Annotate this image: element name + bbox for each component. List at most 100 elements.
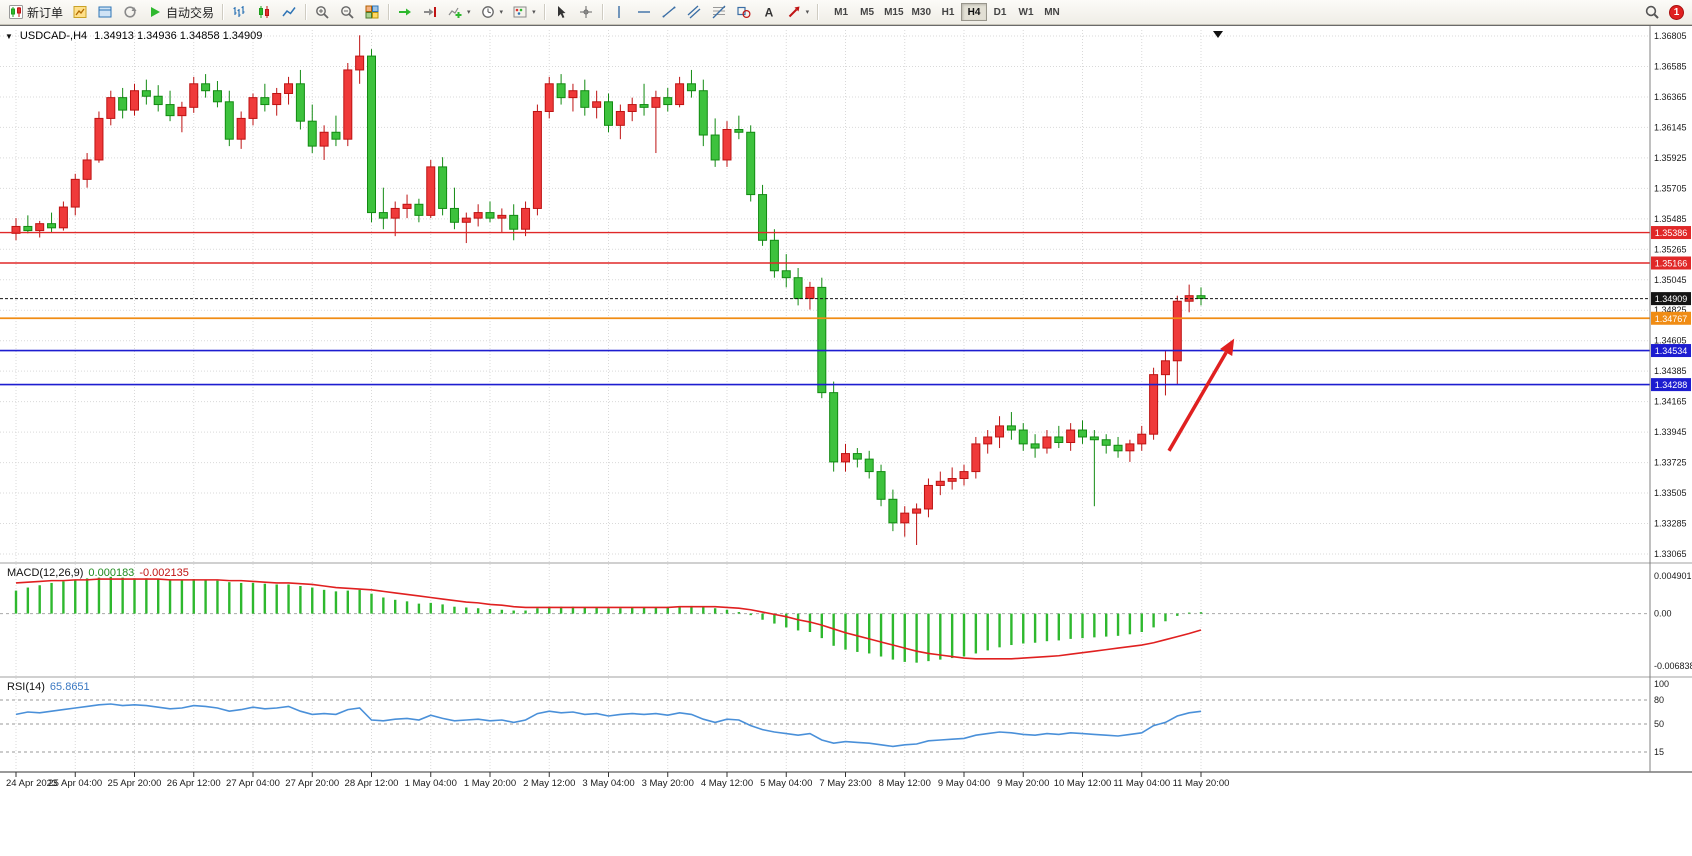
svg-text:8 May 12:00: 8 May 12:00 <box>879 778 931 789</box>
zoom-out-button[interactable] <box>335 2 359 23</box>
collapse-panel-icon[interactable]: ▼ <box>5 31 13 41</box>
shift-icon <box>422 4 438 20</box>
arrow-objects-button[interactable]: ▾ <box>782 2 814 23</box>
search-icon <box>1644 4 1660 20</box>
svg-text:1.34825: 1.34825 <box>1654 305 1687 315</box>
timeframe-mn-button[interactable]: MN <box>1044 6 1060 18</box>
cursor-button[interactable] <box>549 2 573 23</box>
new-chart-button[interactable] <box>68 2 92 23</box>
chart-canvas[interactable]: 1.36805 1.36585 1.36365 1.36145 1.35925 1.357… <box>0 26 1692 856</box>
profiles-icon <box>97 4 113 20</box>
svg-text:1.35705: 1.35705 <box>1654 183 1687 193</box>
rsi-caption: RSI(14) 65.8651 <box>7 681 90 693</box>
chevron-down-icon: ▾ <box>532 9 536 16</box>
macd-main-value: 0.000183 <box>88 567 135 579</box>
timeframe-h1-button[interactable]: H1 <box>941 6 955 18</box>
shapes-icon <box>736 4 752 20</box>
zoom-in-button[interactable] <box>310 2 334 23</box>
svg-text:24 Apr 2023: 24 Apr 2023 <box>6 778 57 789</box>
svg-text:1.34165: 1.34165 <box>1654 397 1687 407</box>
timeframe-m1-button[interactable]: M1 <box>834 6 849 18</box>
equidistant-channel-button[interactable] <box>682 2 706 23</box>
chevron-down-icon: ▾ <box>467 9 471 16</box>
refresh-button[interactable] <box>118 2 142 23</box>
toolbar-separator <box>817 4 819 20</box>
search-button[interactable] <box>1640 2 1664 23</box>
text-tool-button[interactable]: A <box>757 2 781 23</box>
timeframe-m30-button[interactable]: M30 <box>911 6 931 18</box>
periods-button[interactable]: ▾ <box>476 2 508 23</box>
toolbar: 新订单 自动交易 ▾ ▾ ▾ A ▾ M1 M5 M15 M30 H1 H4 D1 W1 MN 1 <box>0 0 1692 25</box>
auto-scroll-button[interactable] <box>393 2 417 23</box>
line-chart-button[interactable] <box>277 2 301 23</box>
svg-text:1.35265: 1.35265 <box>1654 244 1687 254</box>
chart-symbol-period: USDCAD-,H4 <box>19 30 88 42</box>
svg-text:1.35485: 1.35485 <box>1654 214 1687 224</box>
autotrading-button[interactable]: 自动交易 <box>143 2 218 23</box>
indicators-icon <box>447 4 463 20</box>
profiles-button[interactable] <box>93 2 117 23</box>
horizontal-lines-layer[interactable] <box>0 231 1650 386</box>
chevron-down-icon: ▾ <box>499 9 504 16</box>
shift-end-marker <box>1213 31 1223 38</box>
autotrade-icon <box>147 4 163 20</box>
timeframe-d1-button[interactable]: D1 <box>993 6 1007 18</box>
svg-text:27 Apr 04:00: 27 Apr 04:00 <box>226 778 280 789</box>
tile-windows-button[interactable] <box>360 2 384 23</box>
vline-icon <box>611 4 627 20</box>
chart-shift-button[interactable] <box>418 2 442 23</box>
svg-text:4 May 12:00: 4 May 12:00 <box>701 778 753 789</box>
svg-text:1.33505: 1.33505 <box>1654 488 1687 498</box>
svg-text:1.35166: 1.35166 <box>1655 259 1688 269</box>
macd-signal-value: -0.002135 <box>139 567 189 579</box>
line-icon <box>281 4 297 20</box>
svg-text:100: 100 <box>1654 679 1669 689</box>
svg-text:26 Apr 12:00: 26 Apr 12:00 <box>167 778 221 789</box>
fibo-icon <box>711 4 727 20</box>
new-order-button[interactable]: 新订单 <box>4 2 67 23</box>
autoscroll-icon <box>397 4 413 20</box>
annotation-layer[interactable] <box>1167 31 1235 452</box>
timeframe-m15-button[interactable]: M15 <box>884 6 904 18</box>
svg-text:80: 80 <box>1654 695 1664 705</box>
timeframe-h4-button[interactable]: H4 <box>961 3 987 21</box>
timeframe-m5-button[interactable]: M5 <box>860 6 875 18</box>
notification-badge[interactable]: 1 <box>1669 4 1684 20</box>
candlestick-chart-button[interactable] <box>252 2 276 23</box>
svg-text:1.33945: 1.33945 <box>1654 427 1687 437</box>
svg-text:0.00: 0.00 <box>1654 609 1672 619</box>
chevron-down-icon: ▾ <box>805 9 810 16</box>
crosshair-button[interactable] <box>574 2 598 23</box>
bar-chart-button[interactable] <box>227 2 251 23</box>
price-tag <box>1651 344 1691 358</box>
templates-button[interactable]: ▾ <box>508 2 540 23</box>
svg-text:1.34909: 1.34909 <box>1655 294 1688 304</box>
shapes-button[interactable] <box>732 2 756 23</box>
bars-icon <box>231 4 247 20</box>
fibonacci-button[interactable] <box>707 2 731 23</box>
toolbar-separator <box>601 4 603 20</box>
svg-text:0.004901: 0.004901 <box>1654 571 1692 581</box>
text-icon: A <box>761 4 777 20</box>
timeframe-w1-button[interactable]: W1 <box>1018 6 1034 18</box>
svg-text:10 May 12:00: 10 May 12:00 <box>1054 778 1112 789</box>
macd-layer <box>0 576 1650 663</box>
new-order-label: 新订单 <box>27 5 64 20</box>
horizontal-line-button[interactable] <box>632 2 656 23</box>
svg-text:5 May 04:00: 5 May 04:00 <box>760 778 812 789</box>
svg-text:1.34385: 1.34385 <box>1654 366 1687 376</box>
price-tag <box>1651 378 1691 392</box>
vertical-line-button[interactable] <box>607 2 631 23</box>
svg-text:1 May 04:00: 1 May 04:00 <box>405 778 457 789</box>
svg-text:9 May 04:00: 9 May 04:00 <box>938 778 990 789</box>
trendline-button[interactable] <box>657 2 681 23</box>
price-tag <box>1651 311 1691 325</box>
macd-caption: MACD(12,26,9) 0.000183 -0.002135 <box>7 567 189 579</box>
svg-text:25 Apr 04:00: 25 Apr 04:00 <box>48 778 102 789</box>
svg-text:1.36145: 1.36145 <box>1654 122 1687 132</box>
price-axis[interactable]: 1.36805 1.36585 1.36365 1.36145 1.35925 1.357… <box>1649 26 1692 772</box>
svg-text:1.35925: 1.35925 <box>1654 153 1687 163</box>
indicators-button[interactable]: ▾ <box>443 2 475 23</box>
